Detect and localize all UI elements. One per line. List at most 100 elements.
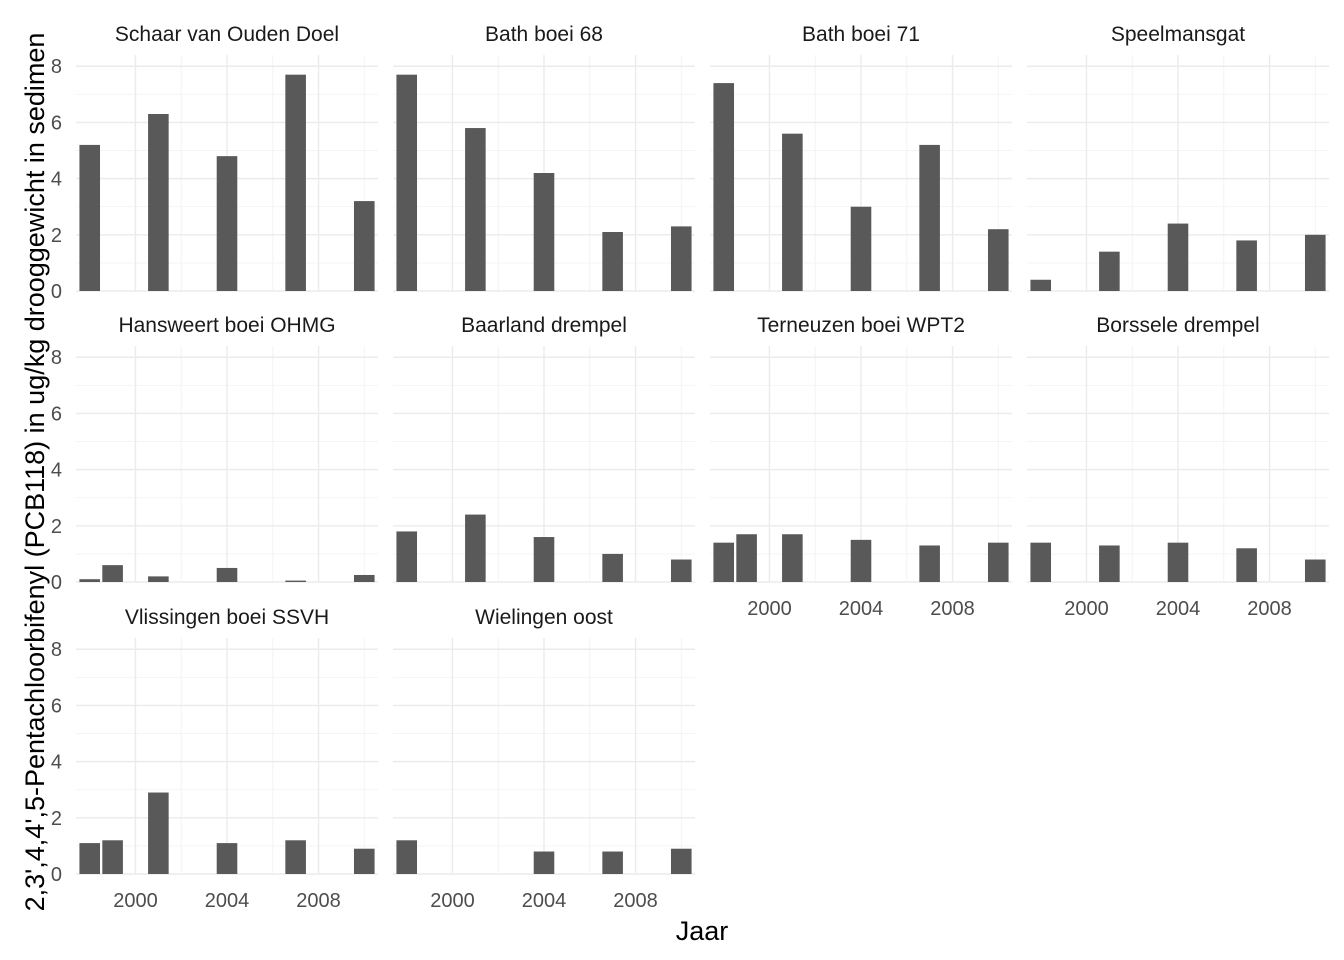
- y-tick-label: 2: [51, 808, 62, 830]
- bar: [465, 128, 486, 291]
- bar: [919, 545, 940, 582]
- x-tick-label: 2000: [430, 890, 475, 912]
- bar: [216, 843, 238, 874]
- bar: [353, 574, 375, 582]
- bar: [670, 559, 692, 582]
- bar: [1304, 234, 1326, 291]
- bar: [1099, 251, 1120, 291]
- bar: [79, 843, 101, 874]
- x-tick-label: 2008: [296, 890, 341, 912]
- facet-panel: Bath boei 71: [710, 23, 1012, 292]
- y-tick-label: 6: [51, 403, 62, 425]
- facet-strip-title: Baarland drempel: [461, 314, 627, 337]
- bar: [285, 74, 306, 292]
- bar: [396, 840, 418, 874]
- bar: [782, 534, 803, 582]
- facet-panel: Baarland drempel: [393, 314, 695, 583]
- bar: [782, 133, 803, 291]
- bar: [533, 537, 555, 582]
- bar: [465, 514, 486, 582]
- bar: [1167, 542, 1189, 582]
- y-tick-label: 4: [51, 169, 62, 191]
- bar: [919, 144, 940, 291]
- x-tick-label: 2004: [1156, 598, 1201, 620]
- bar: [1030, 279, 1052, 291]
- y-tick-label: 6: [51, 112, 62, 134]
- facet-strip-title: Hansweert boei OHMG: [118, 314, 335, 337]
- bar: [79, 144, 101, 291]
- facet-panel: Wielingen oost 2000 2004 2008: [393, 606, 695, 912]
- x-tick-label: 2000: [1064, 598, 1109, 620]
- bar: [216, 567, 238, 582]
- bar: [602, 232, 623, 291]
- y-axis-title: 2,3',4,4',5-Pentachloorbifenyl (PCB118) …: [20, 33, 50, 912]
- bar: [736, 534, 757, 582]
- bar: [353, 201, 375, 291]
- facet-panel: Terneuzen boei WPT2 2000 2004 2008: [710, 314, 1012, 620]
- y-tick-label: 0: [51, 572, 62, 594]
- y-tick-label: 8: [51, 56, 62, 78]
- bar: [148, 114, 169, 291]
- x-tick-label: 2000: [747, 598, 792, 620]
- facet-strip-title: Schaar van Ouden Doel: [115, 23, 339, 46]
- x-tick-label: 2000: [113, 890, 158, 912]
- bar: [79, 579, 101, 582]
- y-tick-label: 4: [51, 460, 62, 482]
- y-tick-label: 8: [51, 639, 62, 661]
- bar: [102, 565, 123, 582]
- bar: [285, 580, 306, 582]
- bar: [670, 226, 692, 291]
- facet-strip-title: Speelmansgat: [1111, 23, 1245, 46]
- bar: [396, 531, 418, 582]
- bar: [713, 83, 735, 291]
- bar: [987, 542, 1009, 582]
- bar: [987, 229, 1009, 291]
- facet-panel: Bath boei 68: [393, 23, 695, 292]
- facet-panels: Schaar van Ouden Doel 0 2 4 6 8 Bath boei 68 Ba…: [51, 23, 1329, 912]
- bar: [102, 840, 123, 874]
- facet-panel: Borssele drempel 2000 2004 2008: [1027, 314, 1329, 620]
- bar: [1236, 548, 1257, 582]
- y-tick-label: 2: [51, 225, 62, 247]
- facet-strip-title: Vlissingen boei SSVH: [125, 606, 329, 629]
- y-tick-label: 4: [51, 752, 62, 774]
- bar: [602, 851, 623, 874]
- bar: [850, 539, 872, 582]
- x-tick-label: 2004: [522, 890, 567, 912]
- facet-strip-title: Bath boei 71: [802, 23, 920, 46]
- y-tick-label: 8: [51, 347, 62, 369]
- x-tick-label: 2008: [1247, 598, 1292, 620]
- bar: [1167, 223, 1189, 291]
- bar: [602, 553, 623, 582]
- y-tick-label: 0: [51, 281, 62, 303]
- x-tick-label: 2004: [205, 890, 250, 912]
- y-tick-label: 2: [51, 516, 62, 538]
- facet-panel: Speelmansgat: [1027, 23, 1329, 292]
- facet-strip-title: Wielingen oost: [475, 606, 613, 629]
- bar: [1236, 240, 1257, 291]
- bar: [533, 173, 555, 291]
- y-tick-label: 0: [51, 864, 62, 886]
- x-axis-title: Jaar: [676, 916, 729, 946]
- bar: [713, 542, 735, 582]
- bar: [285, 840, 306, 874]
- x-tick-label: 2004: [839, 598, 884, 620]
- x-tick-label: 2008: [613, 890, 658, 912]
- facet-panel: Vlissingen boei SSVH 0 2 4 6 8 2000 2004 2008: [51, 606, 378, 912]
- bar: [216, 156, 238, 291]
- bar: [353, 848, 375, 874]
- bar: [850, 206, 872, 291]
- bar: [396, 74, 418, 292]
- y-tick-label: 6: [51, 695, 62, 717]
- bar: [1099, 545, 1120, 582]
- bar: [148, 576, 169, 582]
- bar: [148, 792, 169, 874]
- bar: [1304, 559, 1326, 582]
- facet-panel: Schaar van Ouden Doel 0 2 4 6 8: [51, 23, 378, 303]
- facet-strip-title: Bath boei 68: [485, 23, 603, 46]
- facet-strip-title: Terneuzen boei WPT2: [757, 314, 965, 337]
- bar: [533, 851, 555, 874]
- bar: [1030, 542, 1052, 582]
- bar: [670, 848, 692, 874]
